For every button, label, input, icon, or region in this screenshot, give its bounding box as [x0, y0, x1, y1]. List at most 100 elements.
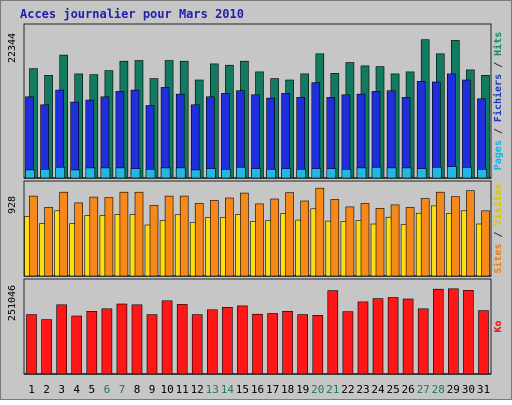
ko-ko-bar-day-30	[463, 289, 474, 375]
visitors-sites-bar-day-13	[210, 200, 219, 277]
x-tick-day-5: 5	[88, 383, 95, 396]
ko-ko-bar-day-21	[327, 290, 339, 375]
traffic-pages-bar-day-8	[130, 168, 141, 179]
ko-ko-bar-day-29	[447, 288, 459, 375]
ko-ko-bar-day-3	[56, 304, 68, 375]
ko-ko-bar-day-4	[71, 315, 82, 375]
traffic-pages-bar-day-25	[386, 167, 397, 179]
visitors-sites-bar-day-6	[104, 197, 114, 277]
ko-ko-bar-day-2	[41, 319, 52, 375]
traffic-pages-bar-day-3	[55, 167, 66, 179]
ko-ko-bar-day-1	[26, 314, 37, 375]
x-tick-day-15: 15	[236, 383, 249, 396]
traffic-fichiers-bar-day-24	[371, 91, 381, 179]
x-tick-day-11: 11	[176, 383, 189, 396]
traffic-pages-bar-day-24	[371, 167, 382, 179]
ko-ko-bar-day-17	[267, 313, 278, 375]
x-tick-day-6: 6	[104, 383, 111, 396]
visitors-sites-bar-day-14	[225, 197, 234, 277]
x-tick-day-29: 29	[447, 383, 460, 396]
visitors-sites-bar-day-3	[59, 191, 69, 277]
x-tick-day-9: 9	[149, 383, 156, 396]
traffic-pages-bar-day-30	[462, 167, 472, 179]
x-tick-day-31: 31	[477, 383, 490, 396]
visitors-sites-bar-day-7	[119, 191, 129, 277]
visitors-ymax-label: 928	[7, 196, 18, 214]
ko-panel: 251046 Ko	[7, 278, 504, 375]
visitors-series-sites	[29, 187, 490, 277]
traffic-panel: 22344 Pages / Fichiers / Hits	[7, 23, 504, 179]
traffic-series-fichiers	[25, 73, 486, 179]
traffic-pages-bar-day-1	[25, 169, 35, 179]
ko-ko-bar-day-23	[357, 301, 369, 375]
traffic-fichiers-bar-day-25	[386, 90, 396, 179]
traffic-pages-bar-day-13	[206, 168, 216, 179]
x-tick-day-12: 12	[191, 383, 204, 396]
traffic-fichiers-bar-day-28	[431, 81, 441, 179]
traffic-pages-bar-day-29	[446, 166, 457, 179]
traffic-pages-bar-day-15	[236, 167, 246, 179]
x-tick-day-3: 3	[58, 383, 65, 396]
visitors-sites-bar-day-15	[240, 192, 249, 277]
traffic-fichiers-bar-day-29	[446, 73, 456, 179]
visitors-sites-bar-day-20	[315, 187, 325, 277]
ko-series-label: Ko	[493, 320, 504, 332]
ko-ko-bar-day-8	[131, 304, 143, 375]
visitors-sites-bar-day-5	[89, 196, 99, 277]
traffic-pages-bar-day-4	[70, 169, 80, 179]
ko-ymax-label: 251046	[7, 285, 18, 321]
x-tick-day-20: 20	[311, 383, 324, 396]
x-tick-day-23: 23	[356, 383, 369, 396]
visitors-sites-bar-day-27	[420, 198, 430, 277]
visitors-sites-bar-day-22	[345, 206, 355, 277]
traffic-fichiers-bar-day-16	[251, 94, 260, 179]
traffic-pages-bar-day-27	[416, 168, 427, 179]
traffic-pages-bar-day-9	[145, 169, 156, 179]
ko-ko-bar-day-22	[342, 311, 354, 375]
visitors-sites-bar-day-12	[194, 203, 204, 277]
traffic-fichiers-bar-day-30	[462, 79, 471, 179]
traffic-pages-bar-day-16	[251, 168, 261, 179]
x-tick-day-14: 14	[221, 383, 235, 396]
traffic-pages-bar-day-20	[311, 168, 322, 179]
traffic-fichiers-bar-day-26	[401, 97, 411, 179]
traffic-pages-bar-day-7	[115, 167, 126, 179]
traffic-fichiers-bar-day-21	[326, 97, 336, 179]
visitors-sites-bar-day-2	[44, 207, 53, 277]
visitors-series-visites	[24, 205, 485, 277]
visitors-sites-bar-day-9	[149, 205, 159, 277]
traffic-fichiers-bar-day-23	[356, 93, 366, 179]
traffic-fichiers-bar-day-2	[40, 104, 49, 179]
traffic-fichiers-bar-day-15	[236, 90, 245, 179]
traffic-fichiers-bar-day-11	[175, 93, 185, 179]
visitors-sites-bar-day-4	[74, 202, 83, 277]
traffic-pages-bar-day-23	[356, 167, 367, 179]
traffic-fichiers-bar-day-20	[311, 82, 321, 179]
traffic-fichiers-bar-day-19	[296, 97, 306, 179]
traffic-pages-bar-day-21	[326, 168, 337, 179]
ko-ko-bar-day-24	[372, 298, 384, 375]
x-tick-day-26: 26	[401, 383, 414, 396]
traffic-pages-bar-day-22	[341, 169, 352, 179]
traffic-fichiers-bar-day-27	[416, 81, 426, 179]
ko-ko-bar-day-20	[312, 314, 324, 375]
traffic-series-pages	[25, 166, 487, 179]
ko-ko-bar-day-6	[101, 308, 113, 375]
traffic-pages-bar-day-6	[100, 167, 111, 179]
traffic-fichiers-bar-day-17	[266, 97, 275, 179]
visitors-sites-bar-day-1	[29, 195, 38, 277]
visitors-sites-bar-day-16	[255, 203, 264, 277]
traffic-fichiers-bar-day-10	[160, 87, 170, 179]
visitors-series-label: Sites / Visites	[492, 183, 504, 273]
visitors-sites-bar-day-10	[164, 195, 174, 277]
x-tick-day-4: 4	[73, 383, 80, 396]
traffic-pages-bar-day-19	[296, 169, 307, 179]
x-tick-day-27: 27	[417, 383, 430, 396]
traffic-fichiers-bar-day-12	[190, 104, 200, 179]
traffic-pages-bar-day-17	[266, 169, 276, 179]
traffic-pages-bar-day-11	[175, 167, 186, 179]
chart-title: Acces journalier pour Mars 2010	[20, 7, 244, 21]
visitors-sites-bar-day-17	[270, 198, 279, 277]
